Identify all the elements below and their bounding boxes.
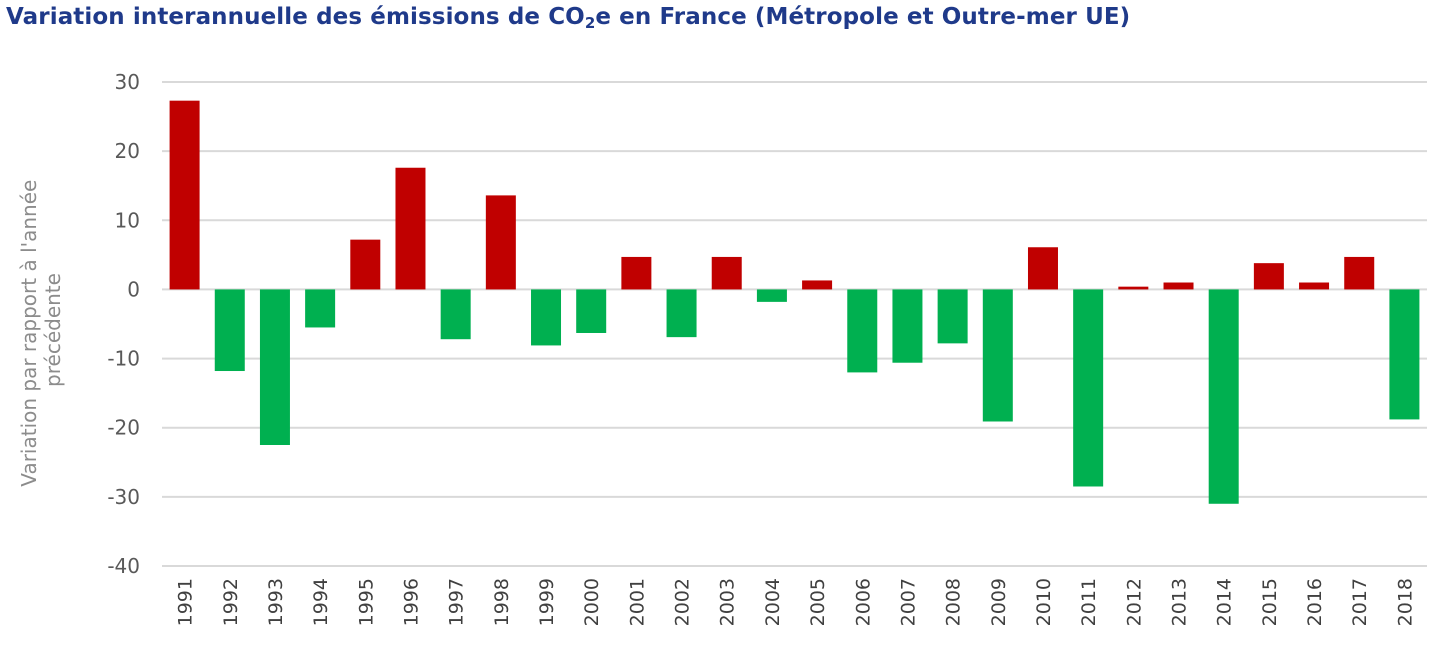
bar-2006 bbox=[847, 289, 878, 373]
x-tick-label: 2016 bbox=[1304, 578, 1326, 626]
bar-2017 bbox=[1344, 256, 1375, 290]
x-tick-label: 1991 bbox=[175, 578, 197, 626]
x-tick-label: 2010 bbox=[1033, 578, 1055, 626]
title-subscript: 2 bbox=[584, 14, 596, 32]
x-tick-label: 2012 bbox=[1123, 578, 1145, 626]
y-tick-label: -20 bbox=[107, 416, 140, 440]
y-axis-title-line-1: Variation par rapport à l'année bbox=[17, 180, 41, 487]
y-tick-label: 20 bbox=[115, 139, 140, 163]
x-tick-label: 2003 bbox=[717, 578, 739, 626]
bar-1996 bbox=[395, 167, 426, 290]
x-tick-label: 2004 bbox=[762, 578, 784, 626]
y-tick-label: 0 bbox=[127, 277, 140, 301]
x-tick-label: 2014 bbox=[1214, 578, 1236, 626]
x-tick-label: 2018 bbox=[1394, 578, 1416, 626]
bar-1991 bbox=[169, 100, 200, 290]
bar-2018 bbox=[1389, 289, 1420, 420]
y-tick-label: 30 bbox=[115, 70, 140, 94]
bar-2001 bbox=[621, 256, 652, 290]
x-tick-label: 2017 bbox=[1349, 578, 1371, 626]
bar-2014 bbox=[1208, 289, 1239, 504]
x-tick-label: 1999 bbox=[536, 578, 558, 626]
title-main: Variation interannuelle des émissions de… bbox=[6, 4, 585, 30]
bar-2011 bbox=[1073, 289, 1104, 487]
x-tick-label: 2009 bbox=[988, 578, 1010, 626]
bars bbox=[169, 100, 1420, 504]
bar-2012 bbox=[1118, 286, 1149, 290]
bar-1997 bbox=[440, 289, 471, 340]
bar-2003 bbox=[711, 256, 742, 290]
bar-2004 bbox=[756, 289, 787, 302]
bar-2015 bbox=[1253, 263, 1284, 290]
y-tick-label: -40 bbox=[107, 554, 140, 578]
bar-2007 bbox=[892, 289, 923, 363]
bar-2016 bbox=[1299, 282, 1330, 290]
chart-title: Variation interannuelle des émissions de… bbox=[6, 4, 1130, 32]
bar-2005 bbox=[802, 280, 833, 290]
x-tick-label: 2006 bbox=[852, 578, 874, 626]
x-tick-label: 2007 bbox=[897, 578, 919, 626]
bar-1994 bbox=[305, 289, 336, 328]
bar-2008 bbox=[937, 289, 968, 344]
y-tick-label: -10 bbox=[107, 347, 140, 371]
x-tick-label: 2000 bbox=[581, 578, 603, 626]
bar-1995 bbox=[350, 239, 381, 290]
y-axis-title-line-2: précédente bbox=[41, 273, 65, 387]
x-tick-label: 1995 bbox=[355, 578, 377, 626]
y-tick-label: -30 bbox=[107, 485, 140, 509]
x-tick-label: 2005 bbox=[807, 578, 829, 626]
bar-1993 bbox=[259, 289, 290, 445]
bar-2010 bbox=[1027, 247, 1058, 290]
bar-2002 bbox=[666, 289, 697, 338]
x-tick-label: 2002 bbox=[672, 578, 694, 626]
y-axis-title: Variation par rapport à l'année précéden… bbox=[17, 173, 65, 486]
bar-2000 bbox=[576, 289, 607, 333]
bar-1998 bbox=[485, 195, 516, 290]
title-end: e en France (Métropole et Outre-mer UE) bbox=[595, 4, 1131, 30]
bar-2013 bbox=[1163, 282, 1194, 290]
x-axis-ticks: 1991 1992 1993 1994 1995 1996 1997 1998 1999 2000… bbox=[175, 578, 1417, 626]
x-tick-label: 2008 bbox=[943, 578, 965, 626]
x-tick-label: 1993 bbox=[265, 578, 287, 626]
x-tick-label: 1994 bbox=[310, 578, 332, 626]
x-tick-label: 2013 bbox=[1169, 578, 1191, 626]
x-tick-label: 2011 bbox=[1078, 578, 1100, 626]
y-tick-label: 10 bbox=[115, 208, 140, 232]
y-axis-ticks: 30 20 10 0 -10 -20 -30 -40 bbox=[107, 70, 140, 578]
bar-1999 bbox=[531, 289, 562, 346]
x-tick-label: 1998 bbox=[491, 578, 513, 626]
x-tick-label: 1997 bbox=[446, 578, 468, 626]
x-tick-label: 1992 bbox=[220, 578, 242, 626]
x-tick-label: 2015 bbox=[1259, 578, 1281, 626]
bar-2009 bbox=[982, 289, 1013, 422]
x-tick-label: 1996 bbox=[400, 578, 422, 626]
x-tick-label: 2001 bbox=[626, 578, 648, 626]
bar-1992 bbox=[214, 289, 245, 372]
